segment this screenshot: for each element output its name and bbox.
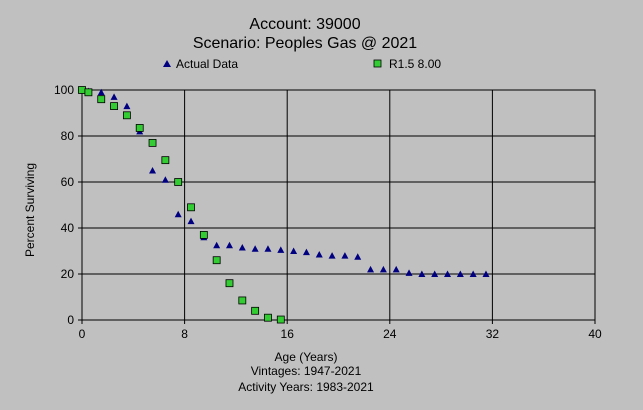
point-actual-data [341, 252, 349, 259]
x-tick-label: 32 [486, 327, 500, 341]
point-actual-data [315, 250, 323, 258]
y-tick-label: 0 [67, 313, 74, 327]
point-actual-data [277, 246, 285, 253]
plot-area [81, 89, 596, 321]
chart-title: Account: 39000 [249, 16, 360, 33]
vintages-note: Vintages: 1947-2021 [251, 364, 362, 378]
y-tick-label: 40 [61, 221, 75, 235]
legend-marker-r15 [373, 59, 382, 68]
y-tick-label: 100 [54, 83, 74, 97]
point-actual-data [290, 247, 298, 254]
point-r15-curve [110, 102, 118, 110]
legend: Actual Data R1.5 8.00 [163, 57, 441, 71]
y-tick-labels: 0 20 40 60 80 100 [54, 83, 74, 327]
point-r15-curve [78, 86, 86, 94]
point-actual-data [456, 270, 464, 277]
point-actual-data [405, 269, 413, 276]
y-tick-label: 80 [61, 129, 75, 143]
y-tick-label: 20 [61, 267, 75, 281]
grid [78, 89, 596, 324]
x-tick-labels: 0 8 16 24 32 40 [79, 327, 602, 341]
point-r15-curve [161, 156, 170, 165]
point-actual-data [354, 253, 362, 260]
point-actual-data [213, 241, 221, 249]
point-actual-data [264, 245, 272, 252]
point-actual-data [149, 167, 157, 174]
point-r15-curve [135, 124, 144, 132]
legend-label-r15: R1.5 8.00 [389, 57, 441, 71]
point-actual-data [431, 270, 439, 277]
point-actual-data [444, 270, 452, 277]
x-tick-label: 24 [383, 327, 397, 341]
point-actual-data [238, 244, 246, 251]
point-actual-data [187, 217, 195, 225]
point-r15-curve [174, 178, 183, 186]
point-r15-curve [187, 203, 195, 212]
legend-label-actual: Actual Data [176, 57, 238, 71]
chart-subtitle: Scenario: Peoples Gas @ 2021 [193, 35, 417, 52]
point-actual-data [174, 210, 182, 218]
x-tick-label: 40 [588, 327, 602, 341]
point-r15-curve [199, 230, 208, 239]
point-r15-curve [225, 279, 234, 288]
point-actual-data [328, 252, 336, 259]
point-r15-curve [276, 315, 285, 324]
point-actual-data [225, 241, 233, 249]
point-actual-data [482, 270, 490, 277]
point-actual-data [418, 270, 426, 277]
point-r15-curve [212, 256, 221, 265]
point-actual-data [302, 248, 310, 256]
point-r15-curve [264, 313, 272, 322]
data-marks [78, 86, 490, 324]
activity-years-note: Activity Years: 1983-2021 [238, 380, 374, 394]
point-r15-curve [84, 88, 93, 97]
point-actual-data [251, 245, 259, 252]
point-r15-curve [238, 296, 247, 305]
y-tick-label: 60 [61, 175, 75, 189]
x-axis-label: Age (Years) [275, 350, 338, 364]
point-actual-data [161, 176, 169, 183]
point-actual-data [367, 265, 375, 273]
point-actual-data [110, 93, 118, 100]
point-actual-data [379, 265, 387, 273]
point-r15-curve [148, 138, 157, 147]
x-tick-label: 8 [181, 327, 188, 341]
point-actual-data [123, 102, 131, 110]
y-axis-label: Percent Surviving [23, 163, 37, 257]
x-tick-label: 16 [281, 327, 295, 341]
point-r15-curve [251, 306, 260, 315]
legend-marker-actual [163, 60, 171, 67]
x-tick-label: 0 [79, 327, 86, 341]
point-r15-curve [122, 111, 131, 120]
point-r15-curve [97, 95, 106, 104]
point-actual-data [469, 270, 477, 277]
point-actual-data [392, 265, 400, 273]
point-actual-data [97, 88, 105, 96]
